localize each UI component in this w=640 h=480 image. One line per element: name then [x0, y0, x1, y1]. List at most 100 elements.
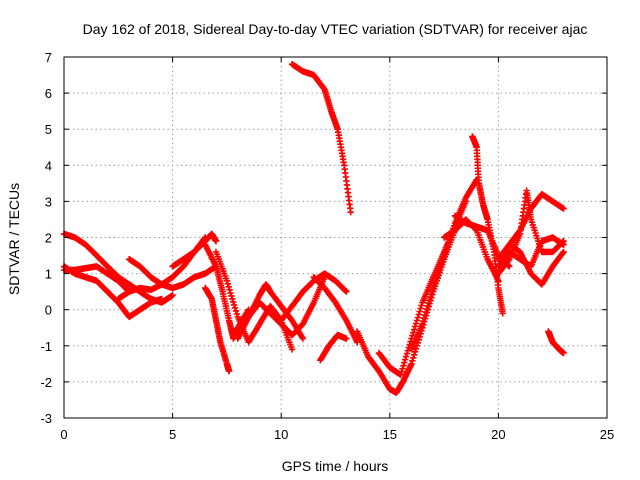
- series-track-11: [245, 274, 328, 339]
- data-point: [499, 310, 506, 317]
- y-tick-label: -1: [40, 339, 52, 354]
- data-point: [415, 311, 422, 318]
- data-point: [425, 299, 432, 307]
- data-series: [60, 61, 567, 396]
- data-point: [422, 308, 430, 316]
- series-track-25: [495, 241, 567, 288]
- series-track-24: [506, 191, 567, 248]
- data-point: [560, 349, 567, 357]
- data-point: [223, 277, 231, 284]
- data-point: [402, 353, 410, 360]
- data-point: [226, 286, 233, 293]
- data-point: [559, 238, 566, 246]
- data-point: [416, 308, 423, 315]
- data-point: [411, 348, 419, 355]
- x-tick-label: 5: [169, 427, 176, 442]
- x-tick-label: 25: [600, 427, 614, 442]
- data-point: [410, 329, 417, 336]
- data-point: [426, 296, 433, 304]
- data-point: [427, 293, 434, 301]
- series-track-13: [310, 274, 361, 346]
- data-point: [233, 310, 241, 318]
- data-point: [288, 346, 296, 353]
- y-tick-label: 7: [45, 50, 52, 65]
- data-point: [560, 205, 567, 212]
- data-point: [229, 295, 236, 303]
- y-tick-label: 6: [45, 86, 52, 101]
- data-point: [231, 304, 239, 312]
- data-point: [401, 359, 408, 366]
- series-track-14: [317, 331, 350, 364]
- data-point: [343, 288, 350, 295]
- y-tick-label: -2: [40, 375, 52, 390]
- data-point: [347, 209, 354, 216]
- series-track-8: [202, 284, 233, 375]
- series-track-3: [60, 263, 133, 295]
- data-point: [299, 335, 307, 342]
- grid-lines: [64, 57, 607, 418]
- data-point: [560, 248, 567, 256]
- data-point: [472, 226, 479, 233]
- data-point: [224, 280, 231, 287]
- series-track-21: [469, 133, 506, 317]
- data-point: [403, 350, 411, 357]
- data-point: [559, 249, 566, 257]
- data-point: [428, 290, 435, 298]
- data-point: [227, 289, 234, 297]
- data-point: [230, 298, 237, 306]
- data-point: [411, 351, 418, 358]
- y-tick-label: 1: [45, 267, 52, 282]
- y-tick-label: 2: [45, 231, 52, 246]
- data-point: [423, 305, 431, 313]
- data-point: [420, 317, 427, 325]
- series-track-10: [234, 281, 307, 342]
- data-point: [414, 314, 422, 321]
- chart-title: Day 162 of 2018, Sidereal Day-to-day VTE…: [83, 21, 588, 37]
- y-tick-label: 5: [45, 122, 52, 137]
- series-track-15: [288, 61, 354, 216]
- data-point: [419, 320, 426, 328]
- data-point: [232, 307, 240, 315]
- x-axis-label: GPS time / hours: [282, 458, 389, 474]
- data-point: [424, 302, 431, 310]
- series-track-6: [169, 230, 220, 270]
- data-point: [343, 335, 350, 342]
- data-point: [421, 314, 428, 322]
- data-point: [410, 354, 417, 361]
- data-point: [560, 237, 567, 245]
- data-point: [230, 301, 238, 309]
- data-point: [225, 367, 233, 375]
- data-point: [397, 371, 404, 378]
- data-point: [421, 311, 429, 319]
- data-point: [411, 326, 418, 333]
- data-point: [408, 360, 415, 368]
- data-point: [418, 302, 425, 309]
- data-point: [409, 332, 416, 339]
- data-point: [169, 292, 176, 299]
- data-point: [399, 365, 406, 372]
- data-point: [212, 237, 220, 245]
- y-tick-label: -3: [40, 411, 52, 426]
- data-point: [413, 317, 421, 324]
- y-tick-label: 4: [45, 158, 52, 173]
- series-track-12: [278, 270, 350, 324]
- data-point: [409, 357, 416, 364]
- data-point: [228, 292, 235, 300]
- x-tick-label: 15: [383, 427, 397, 442]
- y-tick-label: 3: [45, 194, 52, 209]
- y-axis-label: SDTVAR / TECUs: [6, 183, 22, 295]
- data-point: [429, 287, 436, 295]
- series-track-5: [115, 234, 209, 303]
- data-point: [417, 305, 424, 312]
- data-point: [402, 356, 409, 363]
- x-tick-label: 20: [491, 427, 505, 442]
- y-tick-label: 0: [45, 303, 52, 318]
- data-point: [225, 283, 232, 290]
- x-tick-label: 0: [60, 427, 67, 442]
- axis-ticks: 0 5 10 15 20 25 -3 -2 -1 0 1 2 3 4 5 6 7: [40, 50, 614, 442]
- series-track-26: [545, 328, 567, 357]
- data-point: [412, 320, 420, 327]
- x-tick-label: 10: [274, 427, 288, 442]
- series-track-23: [495, 187, 567, 277]
